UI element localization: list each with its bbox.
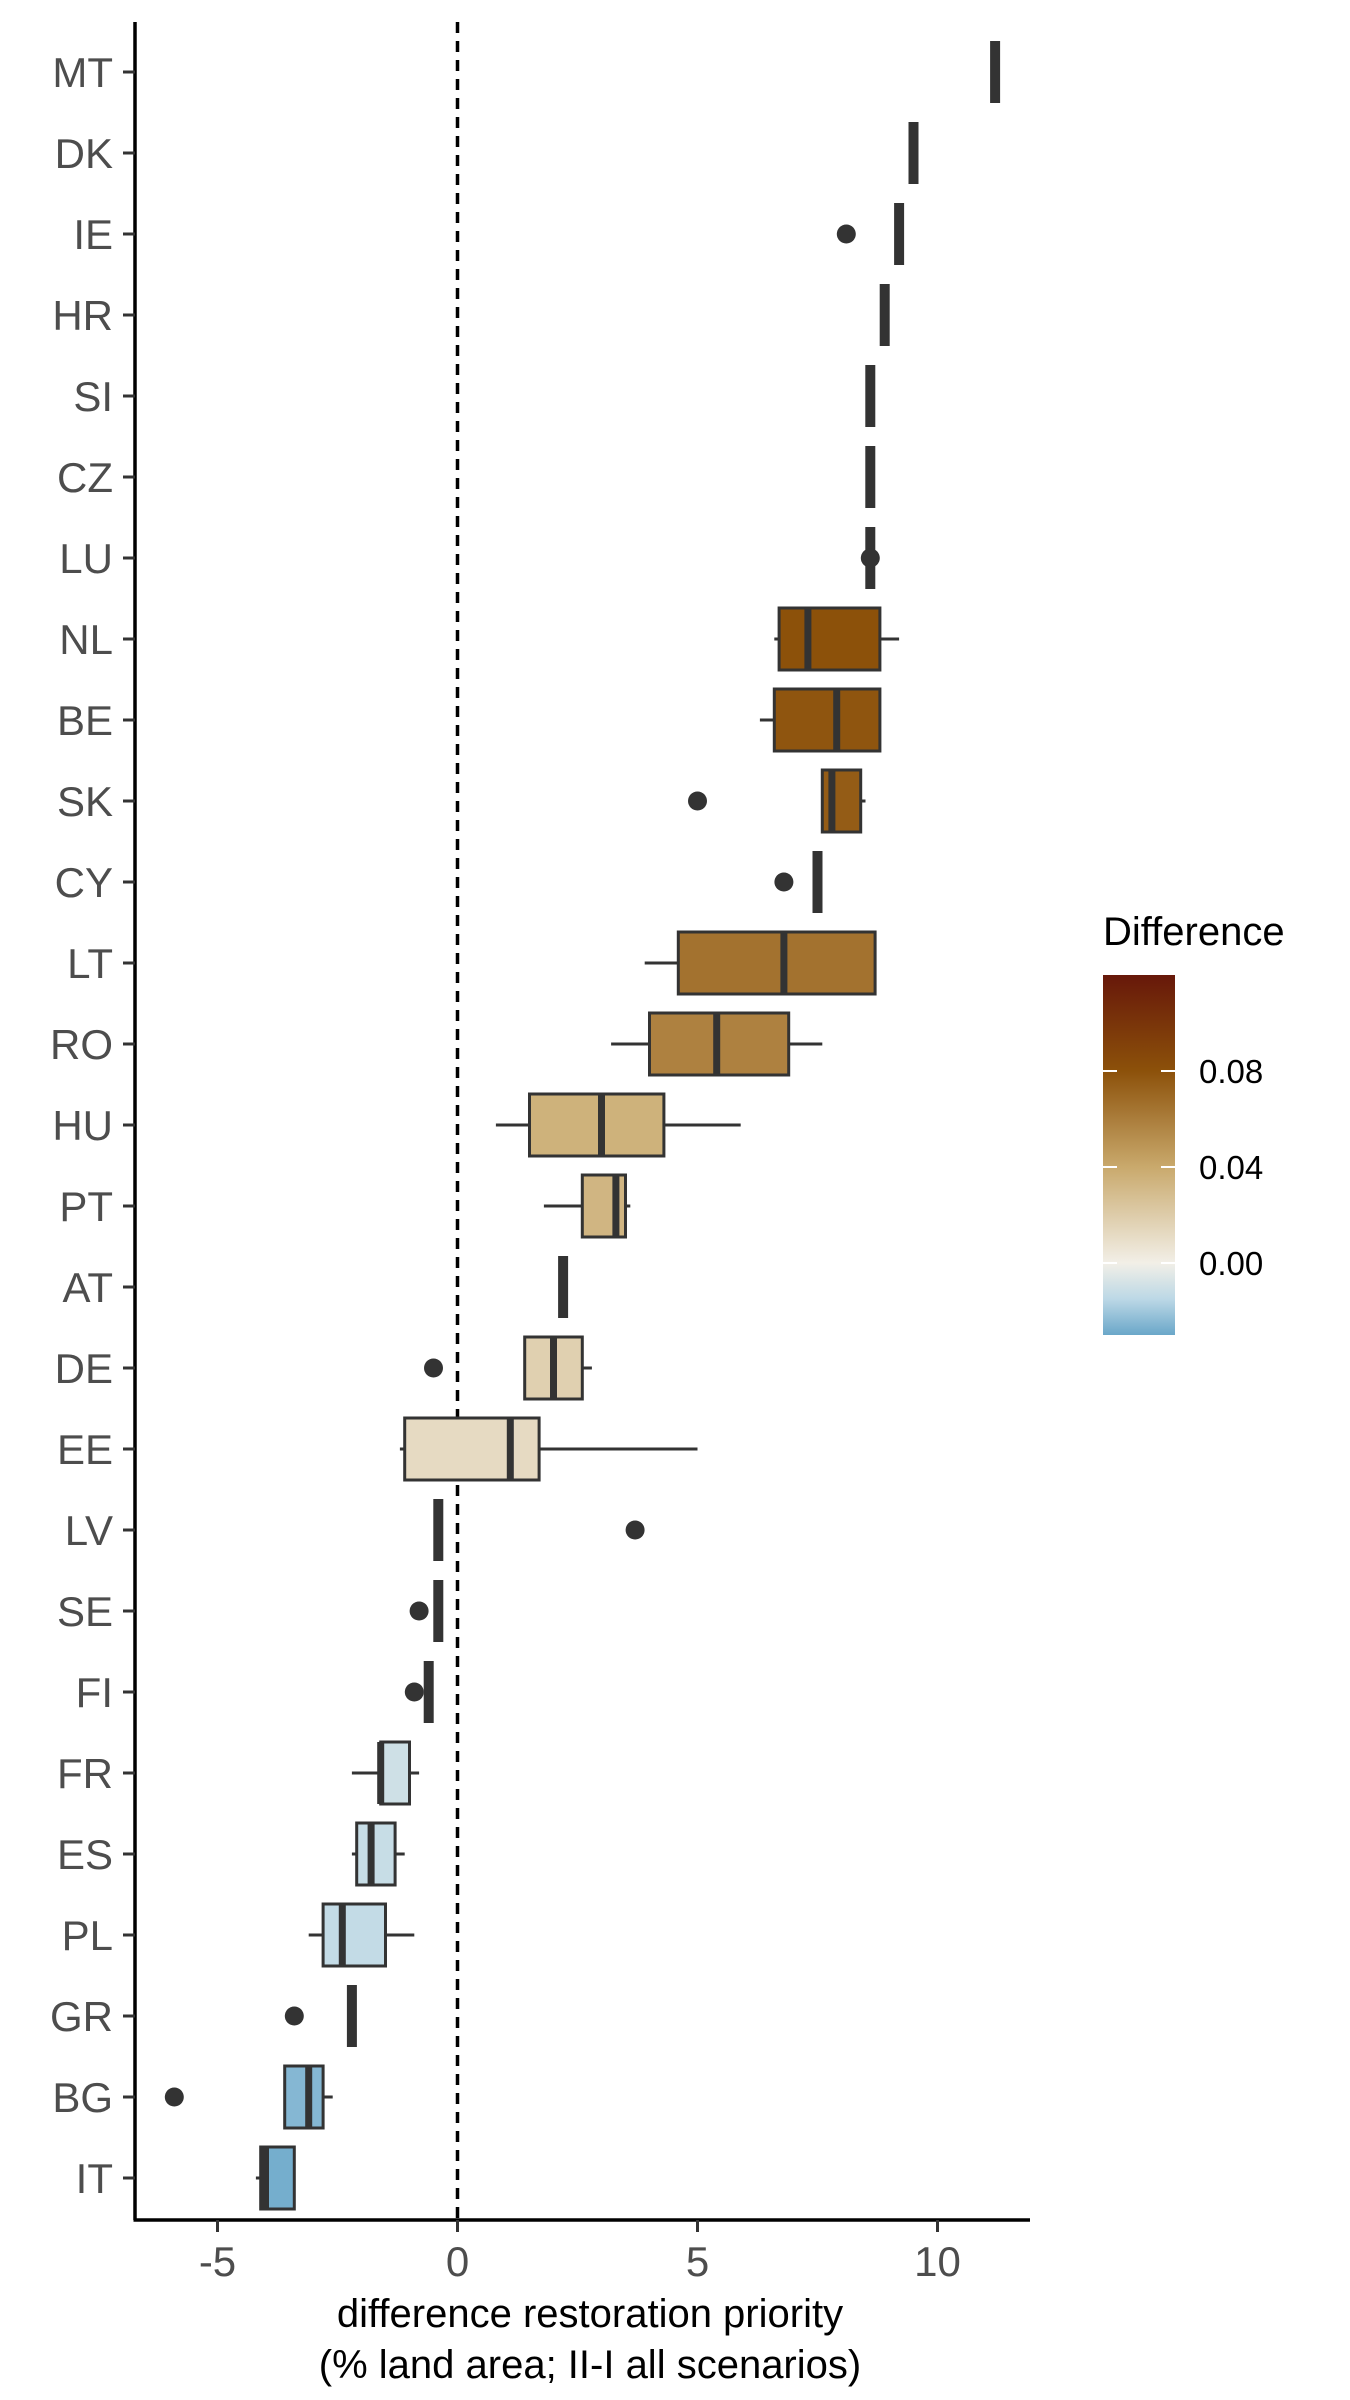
y-tick-label-gr: GR (50, 1993, 113, 2040)
iqr-box (321, 1902, 388, 1968)
outlier-point (284, 2006, 304, 2026)
box-ie (836, 203, 905, 265)
x-tick-label: -5 (199, 2238, 236, 2285)
iqr-box (403, 1416, 541, 1482)
box-fi (404, 1661, 434, 1723)
outlier-point (625, 1520, 645, 1540)
iqr-box (820, 768, 863, 834)
box-cy (774, 851, 823, 913)
y-tick-label-pt: PT (59, 1183, 113, 1230)
legend-title: Difference (1103, 910, 1285, 954)
box-lu (860, 527, 880, 589)
x-tick-label: 5 (686, 2238, 709, 2285)
iqr-box (676, 930, 877, 996)
y-tick-label-fr: FR (57, 1750, 113, 1797)
iqr-box (379, 1740, 412, 1806)
y-tick-label-be: BE (57, 697, 113, 744)
y-tick-label-es: ES (57, 1831, 113, 1878)
box-fr (351, 1740, 420, 1806)
box-at (558, 1256, 569, 1318)
box-sk (688, 768, 866, 834)
box-ro (611, 1011, 823, 1077)
y-tick-label-hu: HU (52, 1102, 113, 1149)
x-axis-ticks: -5 0 5 10 (199, 2220, 961, 2285)
y-tick-label-mt: MT (52, 49, 113, 96)
iqr-box (528, 1092, 666, 1158)
iqr-box (777, 606, 882, 672)
y-tick-label-sk: SK (57, 778, 113, 825)
outlier-point (409, 1601, 429, 1621)
y-tick-label-bg: BG (52, 2074, 113, 2121)
y-tick-label-cy: CY (55, 859, 113, 906)
legend-tick-label: 0.04 (1199, 1149, 1263, 1186)
y-tick-label-de: DE (55, 1345, 113, 1392)
y-tick-label-ee: EE (57, 1426, 113, 1473)
y-tick-label-hr: HR (52, 292, 113, 339)
y-tick-label-si: SI (73, 373, 113, 420)
iqr-box (283, 2064, 325, 2130)
color-legend: Difference 0.08 0.04 0.00 (1103, 910, 1285, 1335)
box-hu (495, 1092, 741, 1158)
y-axis-ticks: MT DK IE HR SI CZ LU NL BE SK CY LT RO HU PT AT DE EE LV SE… (50, 49, 135, 2202)
outlier-point (164, 2087, 184, 2107)
box-se (409, 1580, 444, 1642)
outlier-point (688, 791, 707, 811)
y-tick-label-nl: NL (59, 616, 113, 663)
outlier-point (404, 1682, 424, 1702)
iqr-box (772, 687, 882, 753)
box-ee (399, 1416, 698, 1482)
legend-colorbar (1103, 975, 1175, 1335)
y-tick-label-dk: DK (55, 130, 113, 177)
x-tick-label: 10 (914, 2238, 961, 2285)
box-pt (543, 1173, 631, 1239)
x-axis-title-line2: (% land area; II-I all scenarios) (319, 2343, 861, 2387)
box-gr (284, 1985, 357, 2047)
box-bg (164, 2064, 333, 2130)
legend-tick-label: 0.08 (1199, 1053, 1263, 1090)
y-tick-label-lt: LT (67, 940, 113, 987)
box-it (255, 2145, 296, 2211)
box-lv (433, 1499, 645, 1561)
y-tick-label-lv: LV (65, 1507, 113, 1554)
y-tick-label-lu: LU (59, 535, 113, 582)
outlier-point (424, 1358, 443, 1378)
y-tick-label-ie: IE (73, 211, 113, 258)
y-tick-label-fi: FI (76, 1669, 113, 1716)
box-nl (774, 606, 900, 672)
x-axis-title-line1: difference restoration priority (337, 2292, 843, 2336)
box-es (351, 1821, 405, 1887)
plot-area (164, 22, 1001, 2220)
box-lt (644, 930, 877, 996)
outlier-point (774, 872, 794, 892)
outlier-point (860, 548, 880, 568)
y-tick-label-it: IT (76, 2155, 113, 2202)
iqr-box (355, 1821, 397, 1887)
x-tick-label: 0 (446, 2238, 469, 2285)
y-tick-label-se: SE (57, 1588, 113, 1635)
legend-ticks: 0.08 0.04 0.00 (1103, 1053, 1263, 1282)
box-pl (308, 1902, 415, 1968)
y-tick-label-at: AT (62, 1264, 113, 1311)
axes: MT DK IE HR SI CZ LU NL BE SK CY LT RO HU PT AT DE EE LV SE… (50, 22, 1030, 2285)
box-be (759, 687, 882, 753)
legend-tick-label: 0.00 (1199, 1245, 1263, 1282)
y-tick-label-ro: RO (50, 1021, 113, 1068)
y-tick-label-cz: CZ (57, 454, 113, 501)
box-de (424, 1335, 592, 1401)
outlier-point (836, 224, 856, 244)
y-tick-label-pl: PL (62, 1912, 113, 1959)
